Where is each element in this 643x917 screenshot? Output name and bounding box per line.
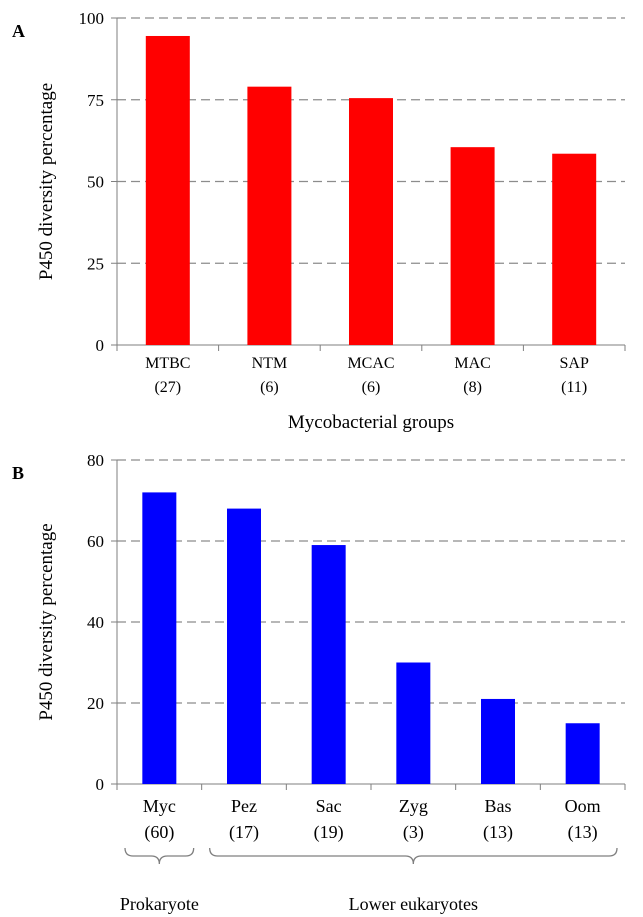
x-tick-label: Pez xyxy=(231,796,257,816)
x-tick-label: Sac xyxy=(316,796,342,816)
x-tick-count: (3) xyxy=(403,822,424,843)
y-tick-label: 20 xyxy=(87,694,104,713)
bar-mtbc xyxy=(145,35,190,346)
bar-zyg xyxy=(396,662,431,784)
chart-panel-b: B 0 20 40 60 80 Myc (60) Pez (17) Sac (19) Zyg (3) Bas… xyxy=(12,451,626,914)
bar-mcac xyxy=(349,98,393,346)
x-tick-count: (13) xyxy=(483,822,513,843)
x-tick-count: (19) xyxy=(314,822,344,843)
x-tick-label: MAC xyxy=(454,355,490,372)
group-label: Lower eukaryotes xyxy=(349,894,478,914)
x-tick-label: NTM xyxy=(252,355,288,372)
y-tick-label: 100 xyxy=(79,9,105,28)
bar-sap xyxy=(552,153,597,345)
y-tick-label: 80 xyxy=(87,451,104,470)
x-tick-count: (60) xyxy=(144,822,174,843)
x-tick-count: (6) xyxy=(362,379,381,396)
x-axis-label: Mycobacterial groups xyxy=(288,412,454,433)
x-tick-count: (8) xyxy=(463,379,482,396)
x-tick-label: MCAC xyxy=(347,355,394,372)
y-tick-label: 75 xyxy=(87,91,104,110)
x-tick-count: (11) xyxy=(561,379,587,396)
panel-label: A xyxy=(12,21,25,41)
x-tick-label: Bas xyxy=(485,796,512,816)
x-tick-label: MTBC xyxy=(145,355,190,372)
x-tick-count: (13) xyxy=(568,822,598,843)
group-brace xyxy=(209,847,618,865)
bar-pez xyxy=(227,508,261,784)
y-axis-label: P450 diversity percentage xyxy=(36,523,57,720)
bar-oom xyxy=(565,723,600,784)
x-tick-label: Zyg xyxy=(399,796,428,816)
x-tick-label: Oom xyxy=(565,796,601,816)
y-tick-label: 40 xyxy=(87,613,104,632)
bar-ntm xyxy=(247,86,292,346)
x-tick-label: SAP xyxy=(560,355,589,372)
bar-sac xyxy=(311,545,346,784)
bar-myc xyxy=(142,492,177,784)
y-tick-label: 0 xyxy=(96,336,105,355)
chart-panel-a: A 0 25 50 75 100 MTBC (27) NTM (6) MCAC (6) MAC (8) SA… xyxy=(12,9,626,433)
x-tick-count: (17) xyxy=(229,822,259,843)
y-tick-label: 0 xyxy=(96,775,105,794)
group-label: Prokaryote xyxy=(120,894,199,914)
y-tick-label: 50 xyxy=(87,173,104,192)
x-tick-label: Myc xyxy=(143,796,176,816)
y-tick-label: 25 xyxy=(87,254,104,273)
bar-mac xyxy=(450,147,495,345)
bar-bas xyxy=(481,698,515,784)
x-tick-count: (6) xyxy=(260,379,279,396)
group-brace xyxy=(124,847,195,865)
x-tick-count: (27) xyxy=(154,379,181,396)
y-axis-label: P450 diversity percentage xyxy=(36,83,57,280)
y-tick-label: 60 xyxy=(87,532,104,551)
panel-label: B xyxy=(12,463,24,483)
